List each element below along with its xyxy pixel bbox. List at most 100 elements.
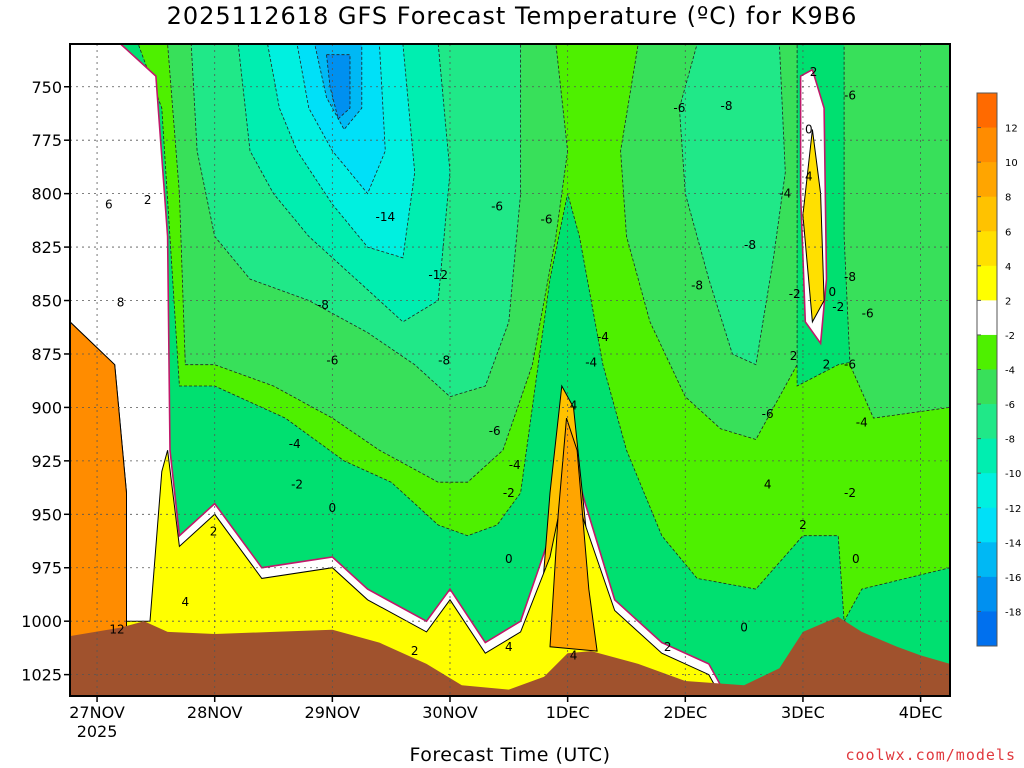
- credit-link[interactable]: coolwx.com/models: [845, 746, 1016, 764]
- contour-label-0: 6: [105, 197, 113, 211]
- contour-label-4: 4: [181, 595, 189, 609]
- colorbar-swatch-1: [977, 127, 997, 163]
- x-tick-label-7: 4DEC: [899, 703, 943, 722]
- contour-label-41: -8: [844, 270, 856, 284]
- contour-label-3: 12: [109, 623, 124, 637]
- colorbar: 12 10 8 6 4 2 -2 -4 -6 -8 -10 -12 -14 -16 -18: [976, 92, 1021, 647]
- chart-title: 2025112618 GFS Forecast Temperature (ºC)…: [166, 2, 858, 30]
- contour-label-49: 2: [823, 358, 831, 372]
- colorbar-swatch-0: [977, 93, 997, 129]
- colorbar-label-7: -4: [1005, 366, 1015, 377]
- contour-label-23: -4: [597, 330, 609, 344]
- colorbar-swatch-13: [977, 542, 997, 578]
- contour-label-21: 4: [570, 398, 578, 412]
- contour-label-50: 4: [570, 648, 578, 662]
- temperature-fill-layer: [70, 44, 950, 696]
- colorbar-label-3: 6: [1005, 227, 1011, 238]
- orange-core: [70, 321, 127, 644]
- grid-layer: [70, 44, 950, 696]
- colorbar-label-14: -18: [1005, 607, 1021, 618]
- contour-label-13: -6: [491, 199, 503, 213]
- colorbar-label-10: -10: [1005, 469, 1021, 480]
- contour-label-12: -8: [438, 353, 450, 367]
- contour-label-32: -2: [789, 287, 801, 301]
- contour-label-37: 4: [805, 170, 813, 184]
- colorbar-swatch-5: [977, 265, 997, 301]
- x-tick-label-6: 3DEC: [781, 703, 825, 722]
- y-tick-label-9: 975: [31, 559, 62, 578]
- x-tick-label-0: 27NOV: [69, 703, 125, 722]
- cold-region-7: [326, 54, 351, 120]
- colorbar-label-2: 8: [1005, 193, 1011, 204]
- ground-layer: [70, 616, 950, 696]
- colorbar-label-12: -14: [1005, 538, 1021, 549]
- x-tick-sublabel-0: 2025: [77, 722, 118, 741]
- contour-label-48: 0: [740, 621, 748, 635]
- contour-label-18: 0: [329, 501, 337, 515]
- contour-label-43: -6: [844, 358, 856, 372]
- colorbar-swatch-3: [977, 196, 997, 232]
- contour-label-45: -2: [844, 486, 856, 500]
- colorbar-label-5: 2: [1005, 296, 1011, 307]
- colorbar-label-13: -16: [1005, 573, 1021, 584]
- x-axis-label: Forecast Time (UTC): [409, 744, 611, 766]
- contour-label-16: -2: [503, 486, 515, 500]
- y-tick-label-6: 900: [31, 398, 62, 417]
- contour-label-9: -8: [317, 298, 329, 312]
- contour-label-26: -8: [720, 99, 732, 113]
- contour-label-17: 0: [505, 552, 513, 566]
- x-tick-label-4: 1DEC: [546, 703, 590, 722]
- contour-label-28: -8: [744, 238, 756, 252]
- y-tick-label-7: 925: [31, 452, 62, 471]
- colorbar-swatch-8: [977, 369, 997, 405]
- contour-label-14: -6: [489, 424, 501, 438]
- contour-label-2: 8: [117, 296, 125, 310]
- colorbar-swatch-9: [977, 404, 997, 440]
- contour-label-6: -2: [291, 477, 303, 491]
- contour-label-38: -6: [844, 88, 856, 102]
- colorbar-label-0: 12: [1005, 124, 1018, 135]
- colorbar-swatch-11: [977, 473, 997, 509]
- contour-label-10: -14: [375, 210, 395, 224]
- contour-label-24: -6: [540, 212, 552, 226]
- y-tick-label-2: 800: [31, 185, 62, 204]
- colorbar-swatch-7: [977, 334, 997, 370]
- colorbar-label-11: -12: [1005, 504, 1021, 515]
- y-tick-label-11: 1025: [21, 666, 62, 685]
- contour-label-5: 2: [210, 524, 218, 538]
- colorbar-label-1: 10: [1005, 158, 1018, 169]
- contour-label-34: 2: [799, 518, 807, 532]
- contour-label-19: 4: [505, 640, 513, 654]
- ground-surface: [70, 616, 950, 696]
- contour-label-8: -6: [326, 353, 338, 367]
- contour-label-11: -12: [428, 268, 448, 282]
- contour-label-39: 0: [829, 285, 837, 299]
- orange-core-dec1: [549, 417, 598, 652]
- contour-label-44: -4: [856, 415, 868, 429]
- contour-label-42: -6: [862, 306, 874, 320]
- contour-label-15: -4: [509, 458, 521, 472]
- colorbar-swatch-6: [977, 300, 997, 336]
- contour-label-layer: 6 281242-2-4-6-8-14-12-8-6-6-4-200424-4-4…: [105, 65, 874, 663]
- colorbar-swatch-2: [977, 162, 997, 198]
- x-tick-label-2: 29NOV: [305, 703, 361, 722]
- contour-label-31: -4: [779, 187, 791, 201]
- y-tick-label-0: 750: [31, 78, 62, 97]
- colorbar-swatch-4: [977, 231, 997, 267]
- colorbar-label-9: -8: [1005, 435, 1015, 446]
- colorbar-swatch-15: [977, 611, 997, 647]
- cold-region-9: [678, 44, 786, 366]
- contour-label-22: -4: [585, 356, 597, 370]
- contour-label-36: 2: [810, 65, 818, 79]
- contour-label-47: 2: [664, 640, 672, 654]
- y-tick-label-3: 825: [31, 238, 62, 257]
- x-tick-label-5: 2DEC: [663, 703, 707, 722]
- warm-region-6: [802, 129, 825, 324]
- plot-frame: [69, 43, 951, 697]
- contour-label-46: 0: [852, 552, 860, 566]
- x-tick-label-3: 30NOV: [422, 703, 478, 722]
- colorbar-label-8: -6: [1005, 400, 1015, 411]
- colorbar-swatch-12: [977, 507, 997, 543]
- y-tick-label-10: 1000: [21, 612, 62, 631]
